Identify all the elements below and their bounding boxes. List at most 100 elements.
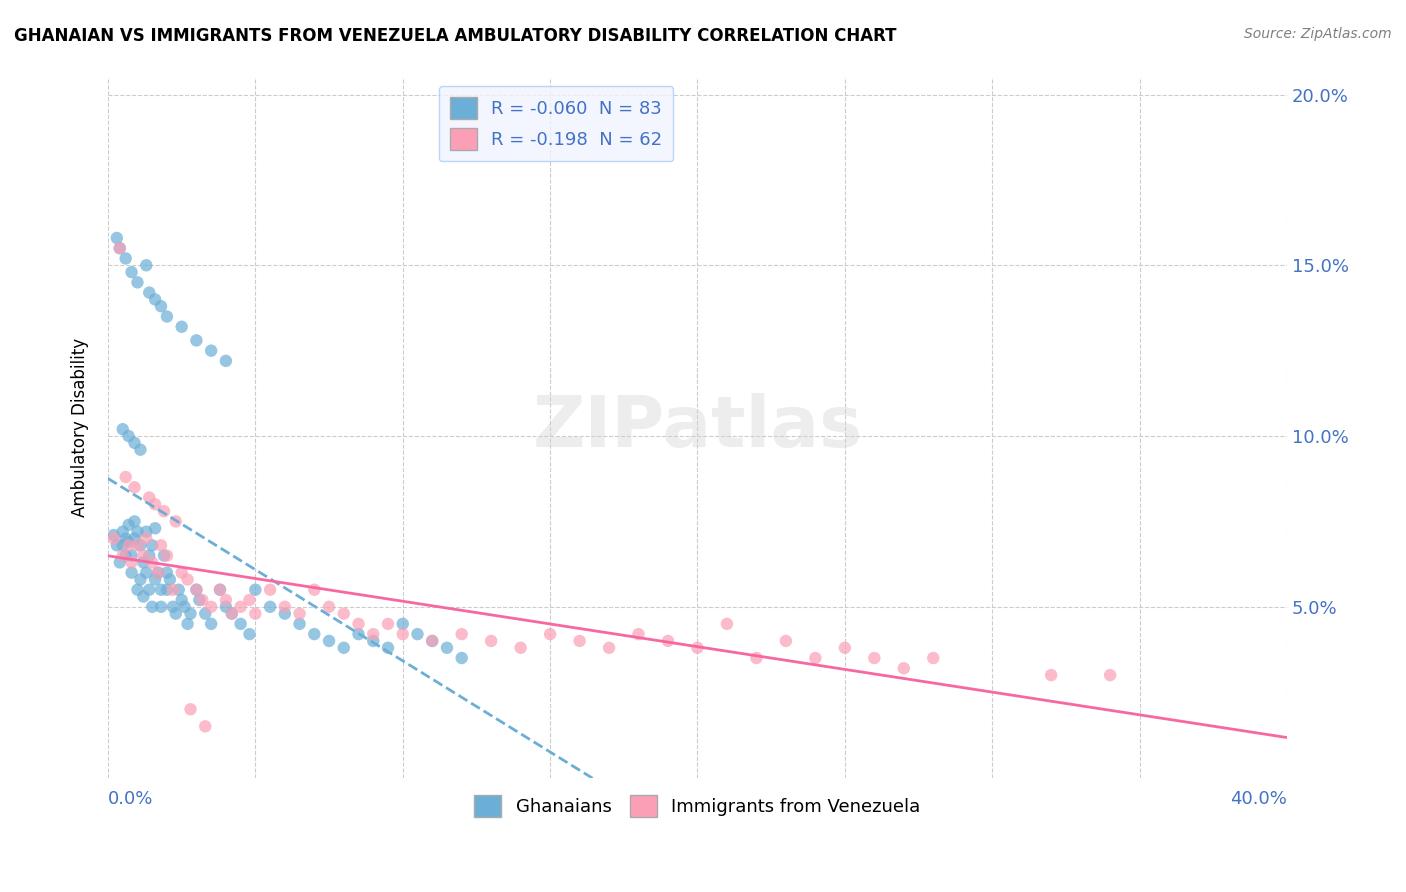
Point	[347, 627, 370, 641]
Point	[162, 582, 184, 597]
Point	[138, 491, 160, 505]
Point	[135, 532, 157, 546]
Point	[141, 599, 163, 614]
Point	[436, 640, 458, 655]
Text: 40.0%: 40.0%	[1230, 790, 1286, 808]
Point	[124, 515, 146, 529]
Point	[121, 555, 143, 569]
Point	[105, 231, 128, 245]
Point	[377, 640, 399, 655]
Point	[215, 599, 238, 614]
Point	[153, 549, 176, 563]
Point	[288, 616, 311, 631]
Point	[141, 538, 163, 552]
Point	[162, 599, 184, 614]
Point	[245, 607, 267, 621]
Point	[117, 429, 139, 443]
Point	[186, 582, 208, 597]
Legend: Ghanaians, Immigrants from Venezuela: Ghanaians, Immigrants from Venezuela	[467, 788, 928, 824]
Point	[200, 616, 222, 631]
Point	[127, 582, 149, 597]
Point	[132, 590, 155, 604]
Point	[132, 549, 155, 563]
Point	[834, 640, 856, 655]
Point	[215, 354, 238, 368]
Point	[146, 566, 169, 580]
Point	[138, 285, 160, 300]
Point	[686, 640, 709, 655]
Point	[121, 566, 143, 580]
Point	[922, 651, 945, 665]
Point	[180, 702, 202, 716]
Point	[114, 252, 136, 266]
Point	[420, 634, 443, 648]
Point	[127, 538, 149, 552]
Point	[391, 627, 413, 641]
Point	[165, 515, 187, 529]
Point	[194, 719, 217, 733]
Point	[143, 497, 166, 511]
Point	[156, 582, 179, 597]
Point	[238, 627, 260, 641]
Point	[180, 607, 202, 621]
Point	[117, 538, 139, 552]
Point	[538, 627, 561, 641]
Point	[150, 599, 173, 614]
Point	[333, 640, 356, 655]
Point	[238, 593, 260, 607]
Point	[893, 661, 915, 675]
Point	[361, 634, 384, 648]
Point	[127, 276, 149, 290]
Point	[146, 566, 169, 580]
Point	[627, 627, 650, 641]
Point	[568, 634, 591, 648]
Point	[105, 538, 128, 552]
Point	[111, 549, 134, 563]
Text: GHANAIAN VS IMMIGRANTS FROM VENEZUELA AMBULATORY DISABILITY CORRELATION CHART: GHANAIAN VS IMMIGRANTS FROM VENEZUELA AM…	[14, 27, 897, 45]
Point	[1040, 668, 1063, 682]
Point	[775, 634, 797, 648]
Point	[194, 607, 217, 621]
Text: ZIPatlas: ZIPatlas	[533, 393, 862, 462]
Point	[406, 627, 429, 641]
Point	[221, 607, 243, 621]
Point	[229, 616, 252, 631]
Point	[208, 582, 231, 597]
Point	[245, 582, 267, 597]
Point	[121, 549, 143, 563]
Point	[138, 582, 160, 597]
Point	[450, 651, 472, 665]
Point	[108, 241, 131, 255]
Point	[200, 343, 222, 358]
Point	[450, 627, 472, 641]
Point	[208, 582, 231, 597]
Point	[716, 616, 738, 631]
Point	[318, 634, 340, 648]
Y-axis label: Ambulatory Disability: Ambulatory Disability	[72, 338, 89, 517]
Point	[114, 549, 136, 563]
Point	[863, 651, 886, 665]
Point	[377, 616, 399, 631]
Point	[138, 549, 160, 563]
Point	[657, 634, 679, 648]
Point	[509, 640, 531, 655]
Point	[129, 442, 152, 457]
Point	[215, 593, 238, 607]
Point	[186, 334, 208, 348]
Text: 0.0%: 0.0%	[108, 790, 153, 808]
Point	[124, 435, 146, 450]
Point	[150, 538, 173, 552]
Point	[229, 599, 252, 614]
Point	[170, 319, 193, 334]
Point	[176, 573, 198, 587]
Point	[186, 582, 208, 597]
Point	[129, 538, 152, 552]
Point	[188, 593, 211, 607]
Point	[167, 582, 190, 597]
Point	[804, 651, 827, 665]
Point	[143, 521, 166, 535]
Point	[114, 470, 136, 484]
Point	[143, 573, 166, 587]
Point	[274, 607, 297, 621]
Point	[150, 299, 173, 313]
